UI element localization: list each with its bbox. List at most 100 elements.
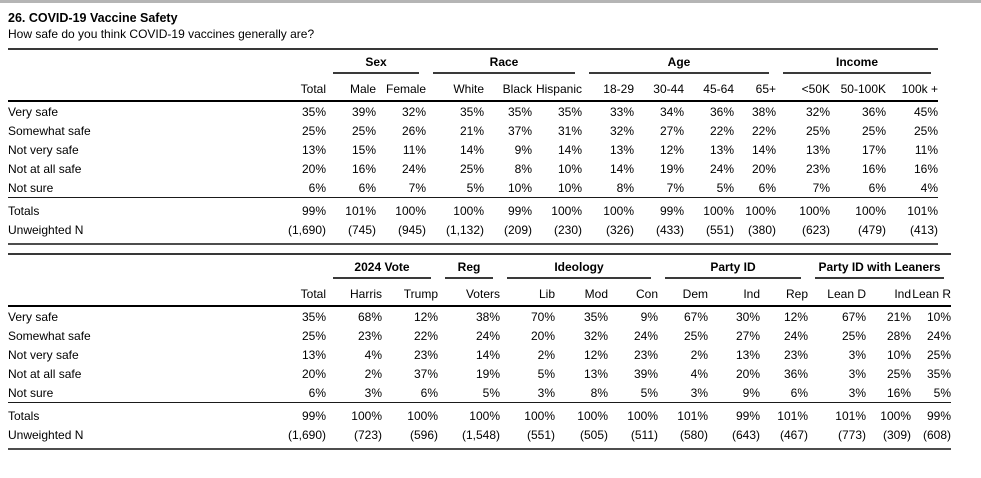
value-cell: 8% xyxy=(616,180,634,195)
value-cell: 38% xyxy=(475,309,500,324)
column-header: Ind xyxy=(866,279,911,307)
value-cell: 6% xyxy=(308,180,326,195)
totals-cell: 100% xyxy=(500,402,555,425)
unweighted-n-cell: (209) xyxy=(484,220,532,245)
value-cell: 21% xyxy=(886,309,911,324)
value-cell: 37% xyxy=(507,123,532,138)
value-cell: 27% xyxy=(659,123,684,138)
value-cell: 32% xyxy=(609,123,634,138)
value-cell: 9% xyxy=(640,309,658,324)
unweighted-n-row: Unweighted N (1,690) (723) (596) (1,548) (551… xyxy=(8,425,951,450)
unweighted-n-cell: (608) xyxy=(911,425,951,450)
column-header: Male xyxy=(326,74,376,102)
column-header: Lib xyxy=(500,279,555,307)
crosstab-table-politics: 2024 Vote Reg Ideology Party ID Party ID wit… xyxy=(8,253,951,450)
value-cell: 12% xyxy=(783,309,808,324)
value-cell: 23% xyxy=(357,328,382,343)
unweighted-n-cell: (505) xyxy=(555,425,608,450)
group-header: Income xyxy=(776,48,938,74)
value-cell: 16% xyxy=(861,161,886,176)
value-cell: 8% xyxy=(590,385,608,400)
totals-cell: 100% xyxy=(684,197,734,220)
crosstab-table-demographics: Sex Race Age Income Total Male Female White Blac… xyxy=(8,48,938,245)
unweighted-n-cell: (467) xyxy=(760,425,808,450)
value-cell: 14% xyxy=(751,142,776,157)
totals-cell: 100% xyxy=(582,197,634,220)
row-label: Totals xyxy=(8,402,278,425)
group-header-label: Sex xyxy=(333,55,419,74)
totals-cell: 99% xyxy=(911,402,951,425)
group-header-label: Party ID xyxy=(665,260,801,279)
unweighted-n-cell: (580) xyxy=(658,425,708,450)
value-cell: 20% xyxy=(735,366,760,381)
column-header: Lean R xyxy=(911,279,951,307)
totals-cell: 100% xyxy=(776,197,830,220)
value-cell: 14% xyxy=(475,347,500,362)
column-header: 65+ xyxy=(734,74,776,102)
unweighted-n-cell: (773) xyxy=(808,425,866,450)
unweighted-n-cell: (551) xyxy=(500,425,555,450)
value-cell: 20% xyxy=(301,161,326,176)
value-cell: 9% xyxy=(514,142,532,157)
totals-cell: 100% xyxy=(438,402,500,425)
value-cell: 10% xyxy=(557,180,582,195)
value-cell: 25% xyxy=(886,366,911,381)
row-label: Not at all safe xyxy=(8,366,82,381)
value-cell: 13% xyxy=(583,366,608,381)
group-header-label: Income xyxy=(783,55,931,74)
group-header-label: Ideology xyxy=(507,260,651,279)
totals-cell: 99% xyxy=(708,402,760,425)
column-header: <50K xyxy=(776,74,830,102)
value-cell: 5% xyxy=(537,366,555,381)
totals-cell: 99% xyxy=(634,197,684,220)
totals-cell: 100% xyxy=(830,197,886,220)
column-header: Trump xyxy=(382,279,438,307)
value-cell: 13% xyxy=(735,347,760,362)
table-row: Somewhat safe 25% 23% 22% 24% 20% 32% 24% 25% 27%… xyxy=(8,326,951,345)
value-cell: 25% xyxy=(301,123,326,138)
value-cell: 35% xyxy=(926,366,951,381)
column-header-total: Total xyxy=(278,74,326,102)
value-cell: 10% xyxy=(507,180,532,195)
totals-cell: 99% xyxy=(278,197,326,220)
unweighted-n-cell: (643) xyxy=(708,425,760,450)
value-cell: 35% xyxy=(557,104,582,119)
row-label: Not sure xyxy=(8,385,54,400)
group-header: Reg xyxy=(438,253,500,279)
value-cell: 10% xyxy=(886,347,911,362)
value-cell: 9% xyxy=(742,385,760,400)
value-cell: 32% xyxy=(583,328,608,343)
value-cell: 35% xyxy=(583,309,608,324)
value-cell: 24% xyxy=(633,328,658,343)
value-cell: 3% xyxy=(848,385,866,400)
value-cell: 22% xyxy=(709,123,734,138)
table-row: Somewhat safe 25% 25% 26% 21% 37% 31% 32% 27% 22%… xyxy=(8,121,938,140)
value-cell: 31% xyxy=(557,123,582,138)
group-header: Sex xyxy=(326,48,426,74)
row-label: Very safe xyxy=(8,309,59,324)
value-cell: 28% xyxy=(886,328,911,343)
value-cell: 6% xyxy=(790,385,808,400)
totals-cell: 100% xyxy=(866,402,911,425)
table-row: Not at all safe 20% 16% 24% 25% 8% 10% 14% 19% 24… xyxy=(8,159,938,178)
value-cell: 25% xyxy=(913,123,938,138)
question-text: How safe do you think COVID-19 vaccines … xyxy=(8,27,315,41)
value-cell: 45% xyxy=(913,104,938,119)
unweighted-n-cell: (596) xyxy=(382,425,438,450)
value-cell: 32% xyxy=(401,104,426,119)
row-label: Not at all safe xyxy=(8,161,82,176)
group-header: Age xyxy=(582,48,776,74)
value-cell: 25% xyxy=(301,328,326,343)
value-cell: 25% xyxy=(841,328,866,343)
column-header: Voters xyxy=(438,279,500,307)
table-row: Not very safe 13% 15% 11% 14% 9% 14% 13% 12% 13% 1… xyxy=(8,140,938,159)
unweighted-n-cell: (1,132) xyxy=(426,220,484,245)
value-cell: 35% xyxy=(301,104,326,119)
value-cell: 24% xyxy=(926,328,951,343)
value-cell: 6% xyxy=(308,385,326,400)
group-header-label: Reg xyxy=(445,260,493,279)
column-header: Hispanic xyxy=(532,74,582,102)
column-header: White xyxy=(426,74,484,102)
row-label: Unweighted N xyxy=(8,425,278,450)
group-header-label: Race xyxy=(433,55,575,74)
